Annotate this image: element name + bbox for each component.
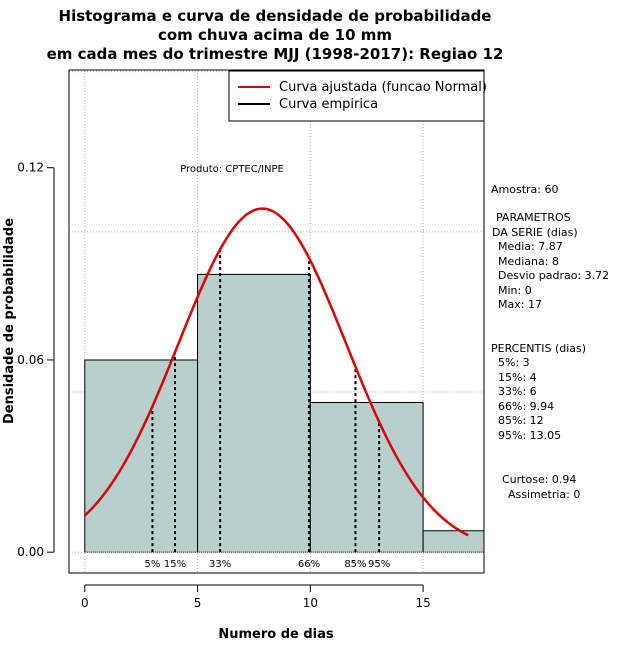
histogram-bars [84, 273, 484, 553]
normal-curve [83, 207, 469, 537]
param-max: Max: 17 [498, 298, 542, 311]
x-axis-title: Numero de dias [218, 627, 334, 642]
percentile-label-5: 95% [368, 559, 390, 570]
histogram-bar-1 [197, 274, 311, 553]
percentil-85: 85%: 12 [498, 414, 544, 427]
normal-curve-path [83, 207, 469, 537]
percentile-label-3: 66% [298, 559, 320, 570]
histogram-bar-outline-3 [422, 530, 484, 553]
y-tick-label-1: 0.06 [17, 353, 44, 367]
sample-size: Amostra: 60 [491, 183, 558, 196]
histogram-bar-2 [310, 402, 424, 553]
histogram-bar-outline-2 [309, 402, 424, 553]
chart-title-line-2: com chuva acima de 10 mm [158, 26, 392, 44]
statistics-panel: Amostra: 60 PARAMETROS DA SERIE (dias) M… [491, 183, 609, 501]
percentile-label-0: 5% [145, 559, 161, 570]
percentil-66: 66%: 9.94 [498, 400, 554, 413]
percentis-title: PERCENTIS (dias) [491, 342, 586, 355]
plot-frame [68, 69, 485, 574]
param-mediana: Mediana: 8 [498, 255, 559, 268]
percentile-label-4: 85% [344, 559, 366, 570]
histogram-bar-0 [84, 359, 198, 553]
product-annotation: Produto: CPTEC/INPE [180, 164, 284, 175]
chart-title-line-1: Histograma e curva de densidade de proba… [59, 7, 492, 25]
legend-label-normal: Curva ajustada (funcao Normal) [279, 80, 487, 95]
percentil-95: 95%: 13.05 [498, 429, 561, 442]
chart-title-line-3: em cada mes do trimestre MJJ (1998-2017)… [47, 45, 504, 63]
legend-box [228, 70, 485, 122]
legend-label-empirica: Curva empirica [279, 97, 378, 112]
y-tick-label-2: 0.12 [17, 161, 44, 175]
assimetria: Assimetria: 0 [508, 488, 580, 501]
x-tick-label-3: 15 [415, 596, 430, 610]
param-media: Media: 7.87 [498, 240, 563, 253]
param-min: Min: 0 [498, 284, 532, 297]
percentile-label-1: 15% [164, 559, 186, 570]
percentil-5: 5%: 3 [498, 356, 530, 369]
y-axis-title: Densidade de probabilidade [2, 218, 17, 424]
axes: 0.00 0.06 0.12 0 5 10 15 [17, 161, 430, 610]
percentil-33: 33%: 6 [498, 385, 537, 398]
percentil-15: 15%: 4 [498, 371, 537, 384]
legend: Curva ajustada (funcao Normal) Curva emp… [228, 70, 487, 122]
x-tick-label-2: 10 [303, 596, 318, 610]
histogram-bar-3 [423, 530, 484, 553]
x-tick-label-1: 5 [194, 596, 202, 610]
percentile-lines: 5% 15% 33% 66% 85% 95% [145, 249, 390, 570]
curtose: Curtose: 0.94 [502, 473, 576, 486]
y-tick-label-0: 0.00 [17, 545, 44, 559]
percentile-label-2: 33% [209, 559, 231, 570]
parametros-subtitle: DA SERIE (dias) [492, 226, 578, 239]
parametros-title: PARAMETROS [496, 211, 571, 224]
param-desvio: Desvio padrao: 3.72 [498, 269, 609, 282]
x-tick-label-0: 0 [81, 596, 89, 610]
